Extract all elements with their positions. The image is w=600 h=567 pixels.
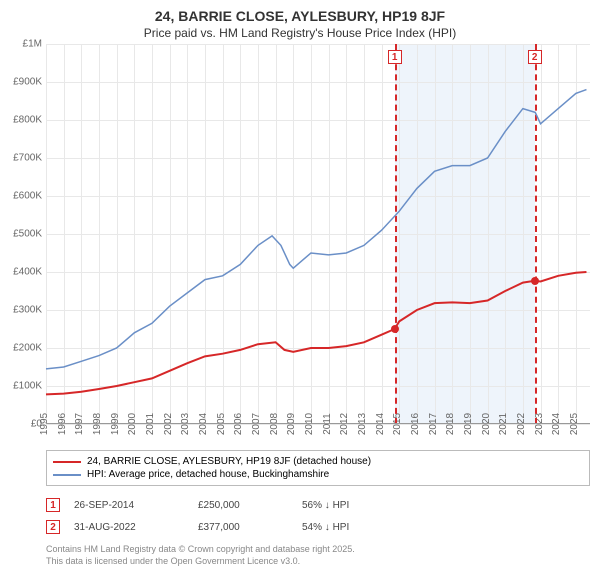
y-axis-label: £900K xyxy=(13,77,46,88)
y-axis-label: £600K xyxy=(13,191,46,202)
y-axis-label: £200K xyxy=(13,343,46,354)
y-axis-label: £300K xyxy=(13,305,46,316)
legend-item: HPI: Average price, detached house, Buck… xyxy=(53,468,583,481)
footnote-line: This data is licensed under the Open Gov… xyxy=(46,556,590,567)
legend-and-footer: 24, BARRIE CLOSE, AYLESBURY, HP19 8JF (d… xyxy=(46,450,590,567)
chart-plot-area: £0£100K£200K£300K£400K£500K£600K£700K£80… xyxy=(46,44,590,424)
chart-subtitle: Price paid vs. HM Land Registry's House … xyxy=(0,24,600,44)
footnote: Contains HM Land Registry data © Crown c… xyxy=(46,544,590,567)
y-axis-label: £100K xyxy=(13,381,46,392)
sale-row: 231-AUG-2022£377,00054% ↓ HPI xyxy=(46,516,590,538)
sale-row: 126-SEP-2014£250,00056% ↓ HPI xyxy=(46,494,590,516)
y-axis-label: £400K xyxy=(13,267,46,278)
sale-dot xyxy=(531,277,539,285)
footnote-line: Contains HM Land Registry data © Crown c… xyxy=(46,544,590,556)
y-axis-label: £500K xyxy=(13,229,46,240)
legend-box: 24, BARRIE CLOSE, AYLESBURY, HP19 8JF (d… xyxy=(46,450,590,486)
y-axis-label: £800K xyxy=(13,115,46,126)
series-price_paid xyxy=(46,272,586,394)
legend-item: 24, BARRIE CLOSE, AYLESBURY, HP19 8JF (d… xyxy=(53,455,583,468)
chart-title: 24, BARRIE CLOSE, AYLESBURY, HP19 8JF xyxy=(0,0,600,24)
sales-table: 126-SEP-2014£250,00056% ↓ HPI231-AUG-202… xyxy=(46,494,590,538)
y-axis-label: £700K xyxy=(13,153,46,164)
series-hpi xyxy=(46,90,586,369)
sale-dot xyxy=(391,325,399,333)
y-axis-label: £1M xyxy=(23,39,46,50)
